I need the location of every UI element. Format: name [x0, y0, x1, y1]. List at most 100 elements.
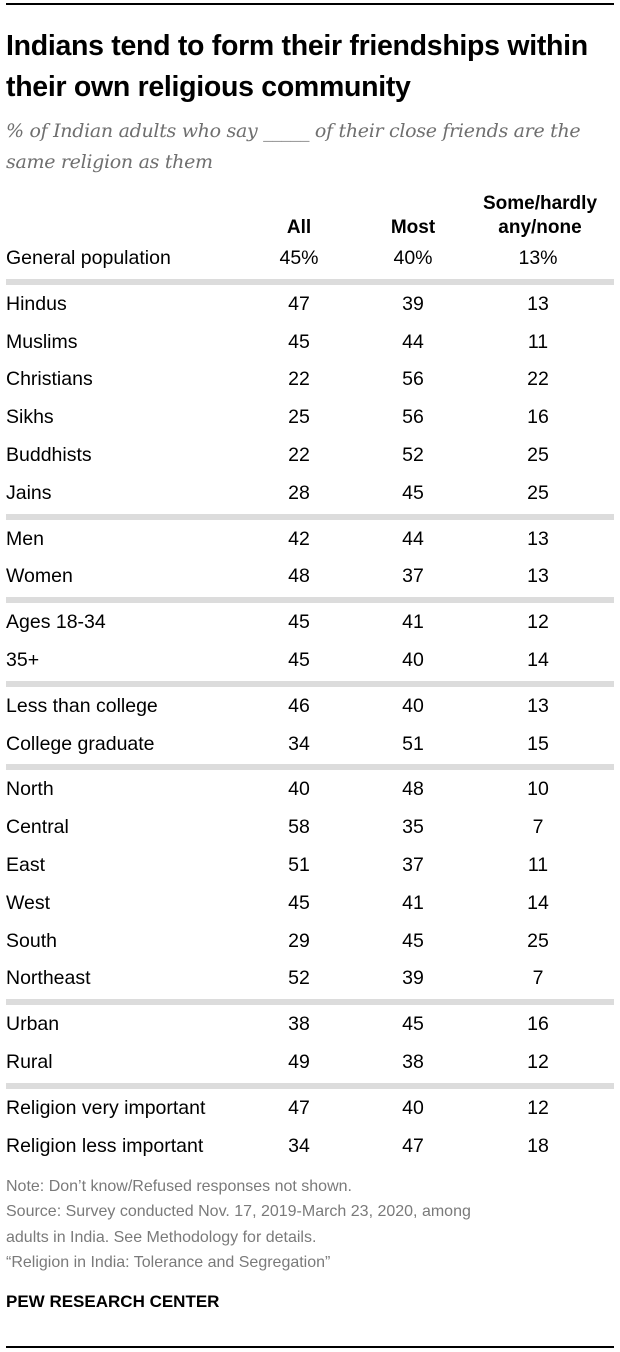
value-most: 40% — [393, 247, 433, 269]
row-label: East — [6, 853, 46, 876]
value-all: 49 — [288, 1050, 310, 1073]
value-all: 52 — [288, 967, 310, 990]
value-most: 48 — [402, 778, 424, 801]
separator-bar — [6, 597, 614, 604]
value-most: 47 — [402, 1134, 424, 1157]
value-all: 22 — [288, 368, 310, 391]
table-row: Religion very important 47 40 12 — [6, 1090, 614, 1128]
value-all: 42 — [288, 527, 310, 550]
note-line: Note: Don’t know/Refused responses not s… — [6, 1178, 352, 1195]
row-label: General population — [6, 247, 171, 269]
table-row: Hindus 47 39 13 — [6, 286, 614, 324]
value-all: 29 — [288, 929, 310, 952]
table-row: Christians 22 56 22 — [6, 361, 614, 399]
row-label: 35+ — [6, 648, 40, 671]
value-all: 34 — [288, 732, 310, 755]
value-most: 35 — [402, 816, 424, 839]
group-separator — [6, 763, 614, 771]
chart-subtitle: % of Indian adults who say _____ of thei… — [6, 120, 581, 173]
value-most: 37 — [402, 853, 424, 876]
row-label: Religion less important — [6, 1134, 204, 1157]
row-label: North — [6, 778, 54, 801]
value-all: 45 — [288, 330, 310, 353]
value-some: 12 — [527, 1096, 549, 1119]
separator-bar — [6, 764, 614, 771]
value-some: 15 — [527, 732, 549, 755]
value-some: 13 — [527, 565, 549, 588]
value-most: 41 — [402, 611, 424, 634]
value-some: 12 — [527, 1050, 549, 1073]
table-row: Religion less important 34 47 18 — [6, 1128, 614, 1166]
table-row: Women 48 37 13 — [6, 558, 614, 596]
value-all: 45% — [279, 247, 319, 269]
value-most: 45 — [402, 1013, 424, 1036]
row-label: Urban — [6, 1013, 60, 1036]
group-separator — [6, 596, 614, 604]
table-row: Muslims 45 44 11 — [6, 324, 614, 362]
value-some: 16 — [527, 406, 549, 429]
value-most: 37 — [402, 565, 424, 588]
separator-bar — [6, 513, 614, 520]
table-row: Central 58 35 7 — [6, 809, 614, 847]
row-label: Jains — [6, 481, 52, 504]
value-all: 51 — [288, 853, 310, 876]
notes: Note: Don’t know/Refused responses not s… — [6, 1174, 471, 1275]
value-all: 34 — [288, 1134, 310, 1157]
value-some: 18 — [527, 1134, 549, 1157]
table-row: South 29 45 25 — [6, 923, 614, 961]
row-label: Women — [6, 565, 73, 588]
group-separator — [6, 680, 614, 688]
chart-title: Indians tend to form their friendships w… — [6, 30, 588, 103]
source-line: adults in India. See Methodology for det… — [6, 1228, 317, 1246]
separator-bar — [6, 999, 614, 1006]
row-label: Religion very important — [6, 1096, 206, 1119]
value-some: 7 — [532, 816, 544, 839]
value-some: 14 — [527, 891, 549, 914]
group-separator — [6, 278, 614, 286]
source-line: Source: Survey conducted Nov. 17, 2019-M… — [6, 1203, 471, 1221]
row-label: Central — [6, 816, 69, 839]
row-label: Ages 18-34 — [6, 611, 106, 634]
value-some: 14 — [527, 648, 549, 671]
value-most: 40 — [402, 648, 424, 671]
value-most: 39 — [402, 967, 424, 990]
value-all: 22 — [288, 443, 310, 466]
value-some: 13 — [527, 694, 549, 717]
value-all: 28 — [288, 481, 310, 504]
value-most: 56 — [402, 368, 424, 391]
table-row: Jains 28 45 25 — [6, 475, 614, 513]
value-some: 7 — [532, 967, 544, 990]
value-most: 41 — [402, 891, 424, 914]
value-most: 51 — [402, 732, 424, 755]
value-most: 45 — [402, 929, 424, 952]
value-most: 56 — [402, 406, 424, 429]
row-label: Men — [6, 527, 44, 550]
value-some: 13% — [518, 247, 558, 269]
value-some: 11 — [527, 853, 549, 876]
row-label: Muslims — [6, 330, 78, 353]
value-some: 12 — [527, 611, 549, 634]
row-label: College graduate — [6, 732, 155, 755]
column-header-some: Some/hardly any/none — [483, 192, 597, 240]
value-most: 38 — [402, 1050, 424, 1073]
row-label: Less than college — [6, 694, 158, 717]
table-row: Northeast 52 39 7 — [6, 960, 614, 998]
table-row: 35+ 45 40 14 — [6, 642, 614, 680]
value-some: 10 — [527, 778, 549, 801]
top-rule — [6, 3, 614, 5]
value-all: 45 — [288, 648, 310, 671]
table-row: Ages 18-34 45 41 12 — [6, 604, 614, 642]
value-most: 40 — [402, 1096, 424, 1119]
table-row: Buddhists 22 52 25 — [6, 437, 614, 475]
column-header-some-line1: Some/hardly — [482, 193, 598, 214]
group-separator — [6, 998, 614, 1006]
value-all: 45 — [288, 611, 310, 634]
table-row: West 45 41 14 — [6, 885, 614, 923]
row-label: South — [6, 929, 57, 952]
table-row: Urban 38 45 16 — [6, 1006, 614, 1044]
value-all: 48 — [288, 565, 310, 588]
value-all: 25 — [288, 406, 310, 429]
column-header-most: Most — [390, 217, 436, 238]
value-some: 22 — [527, 368, 549, 391]
value-all: 58 — [288, 816, 310, 839]
